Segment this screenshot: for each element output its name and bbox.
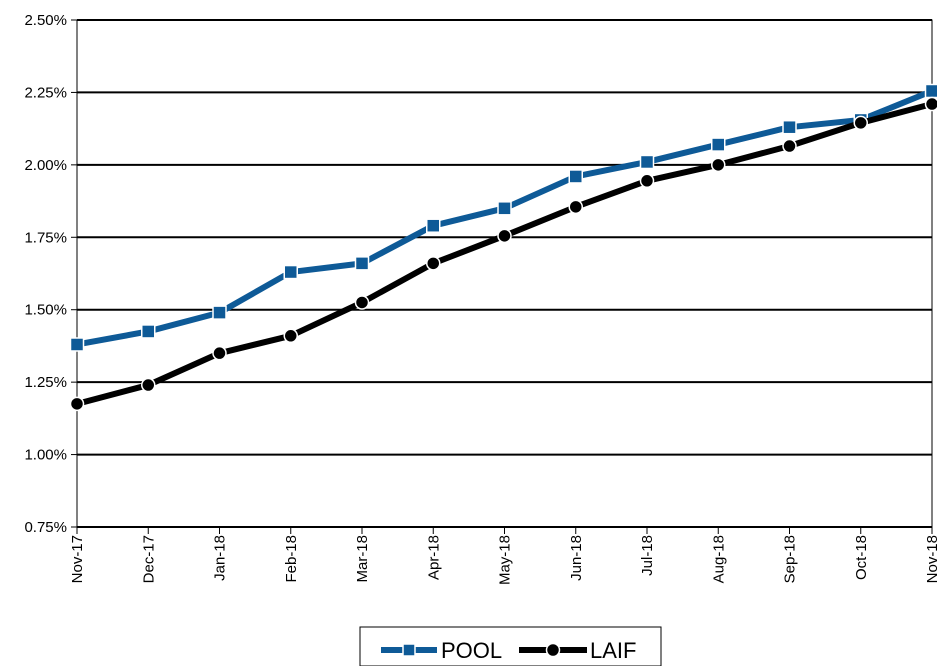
y-tick-label: 1.75% [24,229,67,246]
x-tick-label: Dec-17 [140,535,157,583]
data-point-pool [283,264,298,280]
data-point-pool [782,119,797,135]
y-tick-label: 1.25% [24,374,67,391]
x-tick-label: Oct-18 [853,535,870,580]
x-tick-label: Nov-18 [924,535,937,583]
data-point-pool [212,305,227,320]
x-tick-label: Feb-18 [283,535,300,583]
data-point-pool [711,137,726,152]
x-tick-label: Aug-18 [710,535,727,583]
data-point-laif [141,377,156,393]
data-point-pool [568,169,583,184]
y-tick-label: 0.75% [24,519,67,536]
data-point-pool [354,256,370,271]
x-tick-label: Jul-18 [639,535,656,576]
data-point-laif [711,157,726,173]
x-axis: Nov-17 Dec-17 Jan-18 Feb-18 Mar-18 Apr-18 May-… [69,527,937,585]
legend: POOL LAIF [359,626,662,666]
y-axis: 0.75% 1.00% 1.25% 1.50% 1.75% 2.00% 2.25% 2.50% [24,12,77,536]
y-tick-label: 2.25% [24,84,67,101]
data-point-laif [853,115,868,131]
plot-area [76,19,933,528]
legend-laif-marker [545,642,561,658]
x-tick-label: Apr-18 [425,535,442,580]
data-point-laif [782,138,797,154]
data-point-pool [497,201,512,216]
data-point-pool [924,83,937,99]
data-point-laif [924,96,937,112]
legend-pool-label: POOL [441,638,502,663]
y-tick-label: 2.00% [24,157,67,174]
x-tick-label: Mar-18 [354,535,371,583]
series-line-pool [76,88,934,348]
data-point-pool [426,218,441,233]
x-tick-label: Jun-18 [568,535,585,581]
data-point-laif [354,295,370,310]
y-tick-label: 1.00% [24,447,67,464]
data-point-laif [283,328,298,344]
data-point-pool [639,154,655,170]
data-point-laif [212,345,227,361]
legend-laif-label: LAIF [590,638,636,663]
series-layer [69,83,937,412]
x-tick-label: Nov-17 [69,535,86,583]
x-tick-label: Jan-18 [212,535,229,581]
legend-pool-marker [402,643,416,657]
data-point-pool [141,324,156,339]
data-point-laif [568,199,583,215]
series-line-laif [76,101,933,407]
data-point-laif [497,228,512,244]
x-tick-label: Sep-18 [782,535,799,583]
gridlines [76,19,933,528]
data-point-pool [69,337,85,352]
y-tick-label: 1.50% [24,302,67,319]
x-tick-label: May-18 [497,535,514,585]
data-point-laif [69,396,85,412]
data-point-laif [639,173,655,189]
data-point-laif [426,256,441,271]
y-tick-label: 2.50% [24,12,67,29]
